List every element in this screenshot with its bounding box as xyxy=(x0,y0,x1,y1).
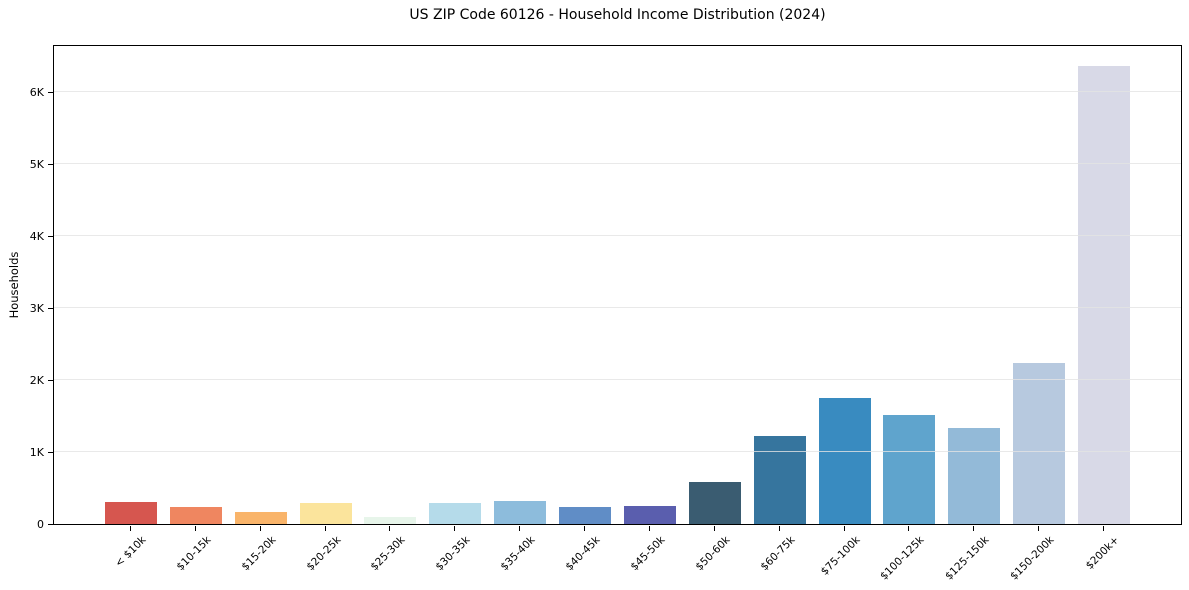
bar-$60-75k xyxy=(753,436,806,524)
x-tick xyxy=(584,526,586,531)
y-tick-label: 5K xyxy=(29,158,44,171)
x-tick-label: $25-30k xyxy=(368,534,408,574)
y-tick-label: 6K xyxy=(29,86,44,99)
bar-$125-150k xyxy=(948,428,1001,524)
gridline xyxy=(54,235,1181,236)
bar-$25-30k xyxy=(364,517,417,524)
x-tick xyxy=(259,526,261,531)
y-tick-label: 4K xyxy=(29,230,44,243)
bar-$20-25k xyxy=(299,503,352,524)
x-tick-label: $60-75k xyxy=(758,534,798,574)
x-tick-label: $75-100k xyxy=(818,534,863,578)
y-tick xyxy=(48,236,53,237)
x-tick-label: $40-45k xyxy=(563,534,603,574)
plot-area xyxy=(53,45,1182,525)
x-tick-label: $50-60k xyxy=(693,534,733,574)
y-tick xyxy=(48,452,53,453)
bar-$40-45k xyxy=(559,507,612,524)
y-tick-label: 1K xyxy=(29,446,44,459)
y-tick xyxy=(48,380,53,381)
x-tick xyxy=(389,526,391,531)
x-tick-label: $150-200k xyxy=(1008,534,1057,583)
bar-< $10k xyxy=(105,502,157,524)
gridline xyxy=(54,451,1181,452)
y-tick xyxy=(48,164,53,165)
bar-$150-200k xyxy=(1013,363,1066,524)
gridline xyxy=(54,163,1181,164)
x-tick xyxy=(843,526,845,531)
x-tick xyxy=(519,526,521,531)
x-tick-label: $35-40k xyxy=(498,534,538,574)
bar-$200k+ xyxy=(1078,66,1131,524)
bar-$75-100k xyxy=(818,398,871,524)
bar-$50-60k xyxy=(688,482,741,524)
x-tick-label: $200k+ xyxy=(1083,534,1122,572)
x-tick xyxy=(908,526,910,531)
y-tick xyxy=(48,92,53,93)
y-tick xyxy=(48,524,53,525)
x-tick-label: $125-150k xyxy=(943,534,992,583)
x-tick xyxy=(1038,526,1040,531)
y-tick-label: 3K xyxy=(29,302,44,315)
bar-$15-20k xyxy=(234,512,287,524)
x-tick xyxy=(324,526,326,531)
x-tick-label: $10-15k xyxy=(174,534,214,574)
x-tick-label: $45-50k xyxy=(628,534,668,574)
gridline xyxy=(54,379,1181,380)
x-tick xyxy=(778,526,780,531)
x-tick xyxy=(648,526,650,531)
y-tick xyxy=(48,308,53,309)
x-tick xyxy=(973,526,975,531)
x-tick xyxy=(194,526,196,531)
x-tick-label: $100-125k xyxy=(878,534,927,583)
x-tick xyxy=(130,526,131,531)
x-tick-label: $20-25k xyxy=(304,534,344,574)
y-tick-label: 2K xyxy=(29,374,44,387)
gridline xyxy=(54,307,1181,308)
bar-$30-35k xyxy=(429,503,482,524)
bar-$100-125k xyxy=(883,415,936,524)
x-tick xyxy=(713,526,715,531)
x-tick-label: < $10k xyxy=(112,534,149,570)
bar-$10-15k xyxy=(169,507,222,524)
chart-title: US ZIP Code 60126 - Household Income Dis… xyxy=(409,7,826,23)
x-tick-label: $15-20k xyxy=(239,534,279,574)
bar-$45-50k xyxy=(623,506,676,524)
gridline xyxy=(54,91,1181,92)
x-tick xyxy=(454,526,456,531)
x-tick-label: $30-35k xyxy=(433,534,473,574)
x-tick xyxy=(1103,526,1105,531)
bar-$35-40k xyxy=(494,501,547,524)
y-tick-label: 0 xyxy=(37,518,44,531)
